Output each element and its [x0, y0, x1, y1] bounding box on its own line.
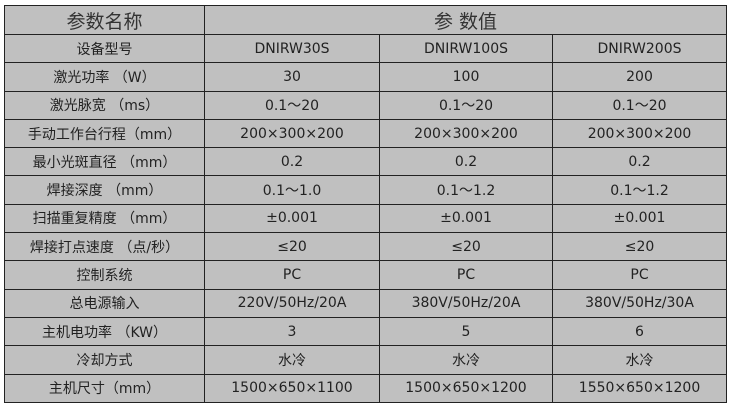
cell-value: 3 [204, 316, 380, 347]
header-row: 参数名称 参 数值 [4, 5, 728, 35]
cell-value: PC [379, 260, 553, 290]
row-label: 焊接深度 （mm） [4, 175, 205, 205]
cell-value: 0.1～1.2 [379, 175, 553, 205]
spec-table: 参数名称 参 数值 设备型号 DNIRW30S DNIRW100S DNIRW200S… [4, 5, 728, 403]
table-row: 扫描重复精度 （mm） ±0.001 ±0.001 ±0.001 [4, 203, 728, 234]
cell-value: 380V/50Hz/20A [379, 288, 553, 318]
table-row: 手动工作台行程（mm） 200×300×200 200×300×200 200×300… [4, 118, 728, 149]
cell-value: 0.1～20 [204, 90, 380, 120]
table-row: 设备型号 DNIRW30S DNIRW100S DNIRW200S [4, 33, 728, 64]
cell-value: 水冷 [204, 345, 380, 375]
table-row: 焊接深度 （mm） 0.1～1.0 0.1～1.2 0.1～1.2 [4, 175, 728, 205]
cell-value: 水冷 [379, 345, 553, 375]
row-label: 总电源输入 [4, 288, 205, 318]
cell-value: ≤20 [551, 232, 728, 262]
cell-value: PC [204, 260, 380, 290]
cell-value: 0.2 [379, 147, 553, 177]
cell-value: ±0.001 [551, 203, 728, 234]
cell-value: DNIRW100S [379, 33, 553, 64]
cell-value: 1500×650×1100 [204, 373, 380, 403]
cell-value: 0.1～20 [379, 90, 553, 120]
cell-value: 200×300×200 [551, 118, 728, 149]
cell-value: 0.1～20 [551, 90, 728, 120]
cell-value: 水冷 [551, 345, 728, 375]
header-param-name: 参数名称 [4, 5, 205, 35]
cell-value: 100 [379, 62, 553, 92]
cell-value: 30 [204, 62, 380, 92]
row-label: 冷却方式 [4, 345, 205, 375]
cell-value: 0.1～1.2 [551, 175, 728, 205]
table-row: 冷却方式 水冷 水冷 水冷 [4, 345, 728, 375]
row-label: 激光脉宽 （ms） [4, 90, 205, 120]
cell-value: PC [551, 260, 728, 290]
cell-value: 6 [551, 316, 728, 347]
row-label: 手动工作台行程（mm） [4, 118, 205, 149]
table-row: 总电源输入 220V/50Hz/20A 380V/50Hz/20A 380V/50Hz… [4, 288, 728, 318]
row-label: 扫描重复精度 （mm） [4, 203, 205, 234]
row-label: 焊接打点速度 （点/秒） [4, 232, 205, 262]
table-row: 控制系统 PC PC PC [4, 260, 728, 290]
row-label: 最小光斑直径 （mm） [4, 147, 205, 177]
row-label: 主机电功率 （KW） [4, 316, 205, 347]
table-row: 主机尺寸（mm） 1500×650×1100 1500×650×1200 1550×6… [4, 373, 728, 403]
row-label: 设备型号 [4, 33, 205, 64]
table-row: 焊接打点速度 （点/秒） ≤20 ≤20 ≤20 [4, 232, 728, 262]
cell-value: DNIRW200S [551, 33, 728, 64]
table-row: 最小光斑直径 （mm） 0.2 0.2 0.2 [4, 147, 728, 177]
cell-value: 0.1～1.0 [204, 175, 380, 205]
table-row: 主机电功率 （KW） 3 5 6 [4, 316, 728, 347]
table-row: 激光功率 （W） 30 100 200 [4, 62, 728, 92]
header-param-value: 参 数值 [203, 5, 728, 35]
cell-value: ≤20 [204, 232, 380, 262]
cell-value: 380V/50Hz/30A [551, 288, 728, 318]
row-label: 控制系统 [4, 260, 205, 290]
cell-value: 200 [551, 62, 728, 92]
cell-value: 1550×650×1200 [551, 373, 728, 403]
cell-value: ±0.001 [204, 203, 380, 234]
cell-value: 0.2 [551, 147, 728, 177]
table-row: 激光脉宽 （ms） 0.1～20 0.1～20 0.1～20 [4, 90, 728, 120]
cell-value: 220V/50Hz/20A [204, 288, 380, 318]
row-label: 激光功率 （W） [4, 62, 205, 92]
cell-value: 200×300×200 [204, 118, 380, 149]
cell-value: 1500×650×1200 [379, 373, 553, 403]
cell-value: 200×300×200 [379, 118, 553, 149]
cell-value: 5 [379, 316, 553, 347]
row-label: 主机尺寸（mm） [4, 373, 205, 403]
cell-value: DNIRW30S [204, 33, 380, 64]
cell-value: ≤20 [379, 232, 553, 262]
cell-value: 0.2 [204, 147, 380, 177]
cell-value: ±0.001 [379, 203, 553, 234]
